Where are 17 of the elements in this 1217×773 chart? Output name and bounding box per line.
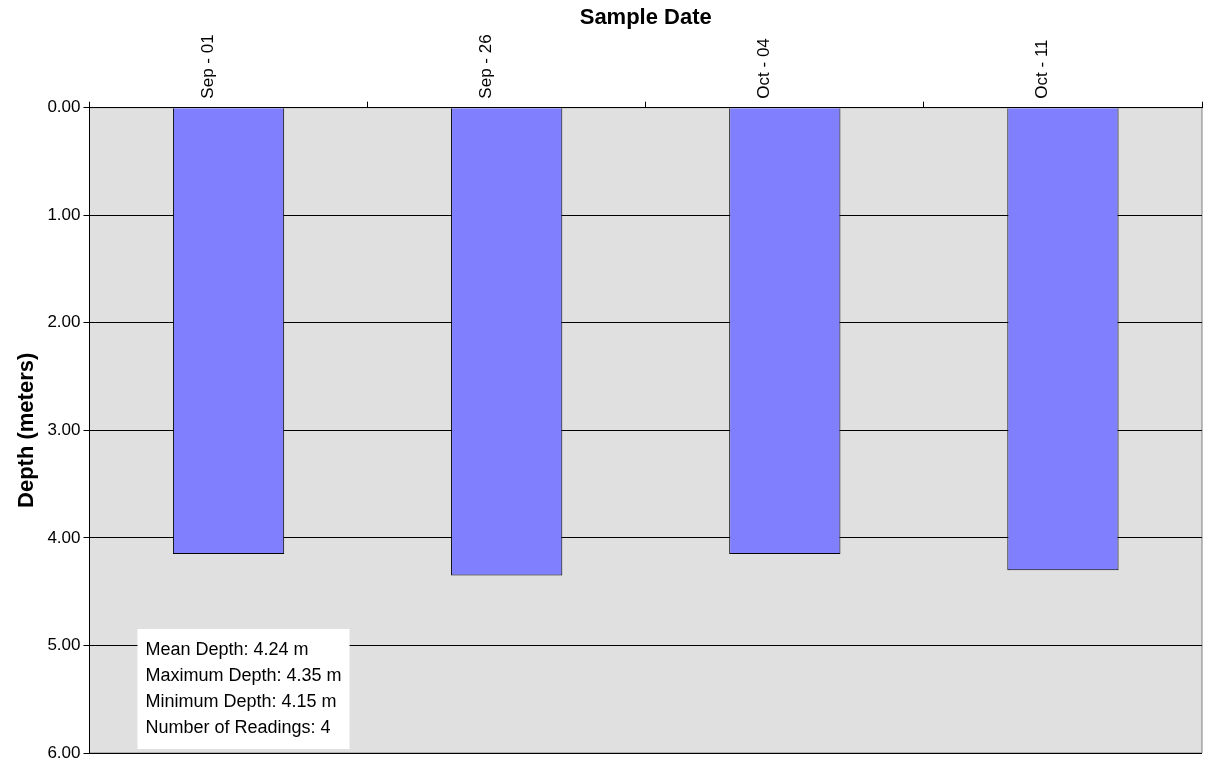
x-tick-label: Sep - 01 <box>197 34 217 99</box>
x-tick-label: Oct - 11 <box>1032 39 1052 99</box>
y-tick-label: 5.00 <box>47 635 81 655</box>
annotation: Maximum Depth: 4.35 m <box>145 664 342 685</box>
x-tick-label: Sep - 26 <box>475 34 495 99</box>
y-tick-label: 1.00 <box>47 204 81 224</box>
y-axis-title: Depth (meters) <box>13 352 39 508</box>
x-tick-label: Oct - 04 <box>754 38 774 99</box>
y-tick-label: 0.00 <box>47 97 81 117</box>
y-tick-label: 3.00 <box>47 420 81 440</box>
y-tick-label: 4.00 <box>47 527 81 547</box>
annotation: Minimum Depth: 4.15 m <box>145 690 337 711</box>
y-tick-label: 6.00 <box>47 742 81 762</box>
annotation: Mean Depth: 4.24 m <box>145 638 309 659</box>
annotation: Number of Readings: 4 <box>145 716 331 737</box>
x-axis-title: Sample Date <box>579 4 712 30</box>
y-tick-label: 2.00 <box>47 312 81 332</box>
